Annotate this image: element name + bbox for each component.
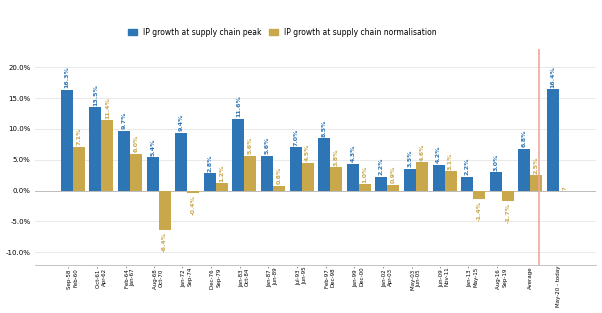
Bar [302,163,314,191]
Bar [290,147,302,191]
Text: 1.2%: 1.2% [219,164,225,182]
Text: -1.4%: -1.4% [477,201,482,221]
Text: 4.5%: 4.5% [305,144,310,161]
Bar [61,90,73,191]
Bar [330,167,342,191]
Text: 13.5%: 13.5% [93,84,98,106]
Bar [501,191,514,201]
Bar [518,149,530,191]
Bar [146,157,158,191]
Text: 2.8%: 2.8% [207,154,213,172]
Bar [387,185,399,191]
Text: -6.4%: -6.4% [162,232,167,252]
Text: 6.8%: 6.8% [522,130,527,147]
Bar [101,120,113,191]
Legend: IP growth at supply chain peak, IP growth at supply chain normalisation: IP growth at supply chain peak, IP growt… [125,24,440,39]
Bar [347,164,359,191]
Bar [375,177,387,191]
Bar [318,138,330,191]
Text: 11.4%: 11.4% [105,97,110,119]
Bar [244,156,256,191]
Bar [490,172,501,191]
Text: -1.7%: -1.7% [505,203,510,223]
Text: 3.0%: 3.0% [493,153,498,171]
Bar [404,169,416,191]
Text: 4.6%: 4.6% [420,143,424,161]
Bar [416,162,428,191]
Bar [432,165,444,191]
Bar [444,172,456,191]
Text: 4.3%: 4.3% [350,145,355,162]
Text: 2.2%: 2.2% [465,158,470,176]
Bar [73,147,85,191]
Text: 9.7%: 9.7% [122,112,126,129]
Text: 11.6%: 11.6% [236,95,241,117]
Bar [547,90,559,191]
Text: 6.0%: 6.0% [134,135,138,152]
Bar [530,175,542,191]
Bar [187,191,199,193]
Text: 9.4%: 9.4% [179,114,184,131]
Text: 1.0%: 1.0% [362,166,367,183]
Text: 7.0%: 7.0% [293,128,298,146]
Text: 2.2%: 2.2% [379,158,384,176]
Text: 5.4%: 5.4% [150,138,155,156]
Bar [175,133,187,191]
Text: 8.5%: 8.5% [321,119,327,136]
Text: 4.2%: 4.2% [436,146,441,163]
Bar [273,186,285,191]
Text: 3.1%: 3.1% [448,152,453,170]
Bar [203,173,216,191]
Bar [158,191,170,230]
Text: 5.6%: 5.6% [248,137,253,155]
Text: 0.9%: 0.9% [391,166,396,183]
Text: 16.4%: 16.4% [550,66,556,88]
Bar [89,107,101,191]
Text: 5.6%: 5.6% [264,137,270,155]
Bar [216,183,228,191]
Text: 3.8%: 3.8% [334,148,339,166]
Text: ?: ? [562,186,568,190]
Bar [461,177,473,191]
Bar [473,191,485,199]
Bar [359,184,371,191]
Text: 16.3%: 16.3% [64,67,69,89]
Bar [232,119,244,191]
Bar [118,131,130,191]
Text: 7.1%: 7.1% [76,128,81,145]
Bar [130,154,142,191]
Text: 3.5%: 3.5% [408,150,412,167]
Text: 0.8%: 0.8% [276,167,282,184]
Text: 2.5%: 2.5% [534,156,539,174]
Text: -0.4%: -0.4% [191,195,196,215]
Bar [261,156,273,191]
